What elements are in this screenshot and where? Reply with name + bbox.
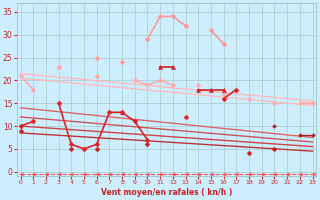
X-axis label: Vent moyen/en rafales ( kn/h ): Vent moyen/en rafales ( kn/h ) — [101, 188, 232, 197]
